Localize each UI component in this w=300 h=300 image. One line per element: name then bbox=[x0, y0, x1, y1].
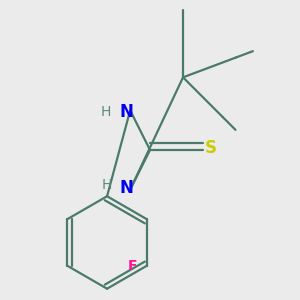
Text: H: H bbox=[102, 178, 112, 192]
Text: S: S bbox=[205, 139, 217, 157]
Text: N: N bbox=[120, 103, 134, 121]
Text: N: N bbox=[120, 179, 134, 197]
Text: F: F bbox=[128, 259, 137, 273]
Text: H: H bbox=[100, 105, 111, 119]
